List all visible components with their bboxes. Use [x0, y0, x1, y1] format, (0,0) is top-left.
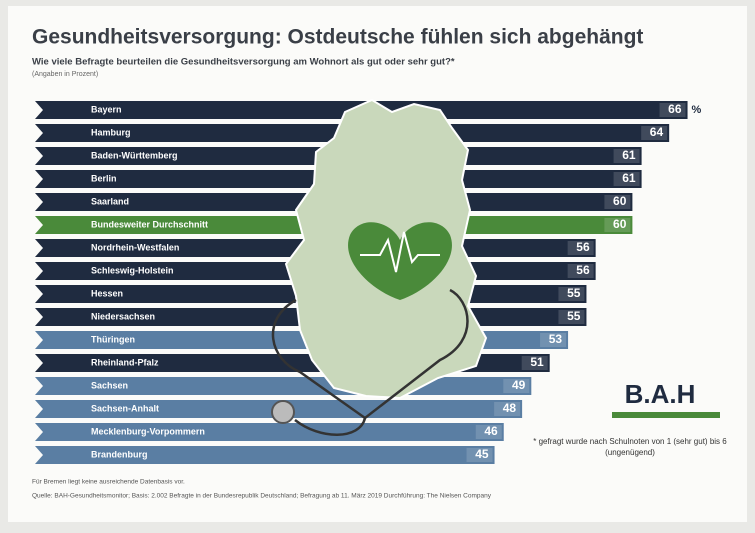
- value-label: 56: [576, 240, 590, 254]
- logo: B.A.H: [625, 379, 696, 409]
- value-box: [641, 126, 668, 140]
- value-box: [604, 195, 631, 209]
- unit-note: (Angaben in Prozent): [32, 71, 98, 78]
- value-box: [604, 218, 631, 232]
- category-label: Hessen: [91, 288, 123, 298]
- category-label: Nordrhein-Westfalen: [91, 242, 179, 252]
- category-label: Rheinland-Pfalz: [91, 357, 159, 367]
- category-label: Brandenburg: [91, 449, 148, 459]
- logo-bar: [612, 412, 720, 418]
- value-label: 56: [576, 263, 590, 277]
- unit-label: %: [692, 104, 702, 116]
- category-label: Schleswig-Holstein: [91, 265, 174, 275]
- value-label: 66: [668, 102, 682, 116]
- value-box: [540, 333, 567, 347]
- value-box: [659, 103, 686, 117]
- category-label: Saarland: [91, 196, 129, 206]
- value-box: [567, 241, 594, 255]
- value-box: [567, 264, 594, 278]
- category-label: Berlin: [91, 173, 117, 183]
- value-label: 46: [484, 424, 498, 438]
- note: Für Bremen liegt keine ausreichende Date…: [32, 479, 185, 486]
- bar: [35, 423, 504, 441]
- value-label: 45: [475, 447, 489, 461]
- category-label: Niedersachsen: [91, 311, 155, 321]
- value-box: [494, 402, 521, 416]
- category-label: Sachsen-Anhalt: [91, 403, 159, 413]
- value-box: [558, 287, 585, 301]
- value-label: 53: [549, 332, 563, 346]
- value-box: [558, 310, 585, 324]
- germany-map: [271, 98, 488, 436]
- pulse-line: [360, 231, 440, 273]
- category-label: Mecklenburg-Vorpommern: [91, 426, 205, 436]
- chart-subtitle: Wie viele Befragte beurteilen die Gesund…: [32, 57, 455, 68]
- source: Quelle: BAH-Gesundheitsmonitor; Basis: 2…: [32, 493, 492, 500]
- value-label: 49: [512, 378, 526, 392]
- category-label: Hamburg: [91, 127, 131, 137]
- value-box: [466, 448, 493, 462]
- value-label: 60: [613, 217, 627, 231]
- chest-piece: [271, 400, 295, 424]
- value-label: 55: [567, 309, 581, 323]
- category-label: Baden-Württemberg: [91, 150, 178, 160]
- bar: [35, 446, 495, 464]
- footnote: * gefragt wurde nach Schulnoten von 1 (s…: [533, 437, 727, 457]
- stethoscope-tube: [294, 417, 367, 436]
- value-box: [475, 425, 502, 439]
- value-box: [503, 379, 530, 393]
- value-label: 61: [622, 171, 636, 185]
- value-box: [613, 149, 640, 163]
- value-label: 61: [622, 148, 636, 162]
- value-label: 48: [503, 401, 517, 415]
- value-box: [613, 172, 640, 186]
- footnote-box: * gefragt wurde nach Schulnoten von 1 (s…: [533, 437, 727, 457]
- value-label: 64: [650, 125, 664, 139]
- category-label: Bayern: [91, 104, 122, 114]
- category-label: Bundesweiter Durchschnitt: [91, 219, 208, 229]
- value-box: [521, 356, 548, 370]
- category-label: Sachsen: [91, 380, 128, 390]
- value-label: 55: [567, 286, 581, 300]
- heart: [348, 222, 452, 300]
- value-label: 60: [613, 194, 627, 208]
- value-label: 51: [530, 355, 544, 369]
- category-label: Thüringen: [91, 334, 135, 344]
- chart-title: Gesundheitsversorgung: Ostdeutsche fühle…: [32, 26, 643, 49]
